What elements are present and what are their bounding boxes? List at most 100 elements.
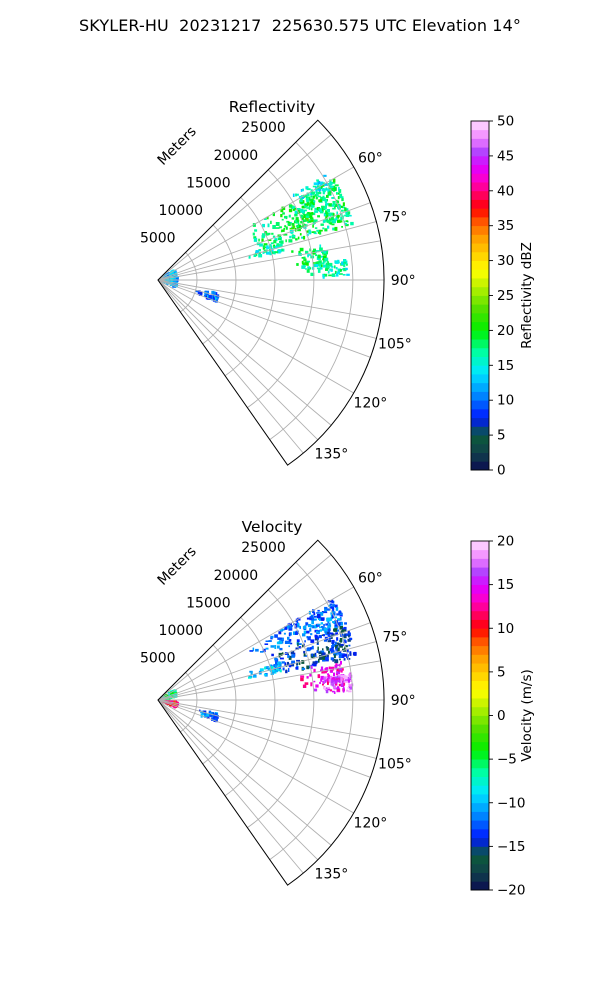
echo-gate bbox=[327, 674, 331, 677]
azimuth-spoke bbox=[157, 221, 377, 281]
azimuth-tick-label: 60° bbox=[358, 150, 383, 166]
colorbar-segment bbox=[471, 567, 489, 577]
echo-gate bbox=[297, 642, 299, 647]
colorbar-segment bbox=[471, 365, 489, 375]
echo-gate bbox=[322, 227, 325, 230]
echo-gate bbox=[266, 216, 269, 220]
echo-gate bbox=[294, 213, 298, 217]
echo-gate bbox=[326, 213, 329, 217]
echo-gate bbox=[318, 635, 322, 639]
echo-gate bbox=[322, 219, 326, 223]
echo-gate bbox=[343, 640, 347, 644]
echo-gate bbox=[311, 617, 315, 621]
echo-gate bbox=[287, 223, 291, 226]
echo-gate bbox=[336, 650, 340, 654]
echo-gate bbox=[340, 205, 343, 208]
echo-gate bbox=[322, 655, 327, 658]
echo-gate bbox=[345, 213, 350, 217]
echo-gate bbox=[328, 218, 331, 221]
echo-gate bbox=[325, 646, 328, 649]
echo-gate bbox=[325, 215, 328, 220]
echo-gate bbox=[332, 218, 336, 222]
echo-gate bbox=[294, 210, 298, 215]
echo-gate bbox=[313, 663, 317, 667]
echo-gate bbox=[214, 713, 218, 717]
echo-gate bbox=[323, 623, 325, 627]
echo-gate bbox=[318, 651, 322, 655]
echo-gate bbox=[261, 233, 266, 238]
echo-gate bbox=[319, 229, 323, 232]
colorbar-segment bbox=[471, 610, 489, 620]
echo-gate bbox=[337, 664, 341, 667]
echo-gate bbox=[333, 628, 338, 632]
echo-gate bbox=[320, 678, 323, 682]
echo-gate bbox=[277, 645, 280, 649]
azimuth-spoke bbox=[157, 279, 304, 454]
colorbar-segment bbox=[471, 837, 489, 847]
echo-gate bbox=[303, 653, 306, 657]
echo-gate bbox=[334, 260, 337, 264]
echo-gate bbox=[325, 676, 328, 679]
echo-gate bbox=[350, 221, 354, 226]
echo-gate bbox=[326, 219, 330, 223]
echo-gate bbox=[346, 689, 349, 692]
echo-gate bbox=[296, 225, 299, 228]
echo-gate bbox=[334, 641, 337, 645]
echo-gate bbox=[337, 675, 342, 678]
echo-gate bbox=[322, 197, 326, 202]
echo-gate bbox=[346, 273, 350, 276]
echo-gate bbox=[334, 270, 337, 275]
echo-gate bbox=[301, 260, 304, 265]
colorbar-segment bbox=[471, 182, 489, 192]
echo-gate bbox=[303, 256, 306, 261]
echo-gate bbox=[311, 204, 313, 209]
echo-gate bbox=[331, 611, 335, 614]
echo-gate bbox=[212, 715, 216, 719]
echo-gate bbox=[278, 640, 283, 645]
echo-gate bbox=[277, 238, 282, 240]
echo-gate bbox=[301, 644, 304, 648]
colorbar-segment bbox=[471, 356, 489, 366]
echo-gate bbox=[347, 630, 350, 633]
radial-tick-label: 25000 bbox=[241, 120, 286, 136]
echo-gate bbox=[283, 632, 286, 635]
radial-tick-label: 5000 bbox=[140, 650, 176, 666]
echo-gate bbox=[335, 632, 338, 636]
echo-gate bbox=[344, 622, 347, 625]
echo-gate bbox=[306, 188, 311, 191]
echo-gate bbox=[330, 185, 334, 188]
echo-gate bbox=[292, 225, 296, 228]
echo-gate bbox=[271, 671, 275, 674]
echo-gate bbox=[313, 688, 318, 692]
echo-gate bbox=[300, 675, 305, 678]
echo-gate bbox=[312, 205, 315, 208]
radial-axis-label: Meters bbox=[155, 544, 200, 589]
echo-gate bbox=[343, 264, 346, 267]
echo-gate bbox=[278, 631, 282, 635]
echo-gate bbox=[306, 676, 309, 679]
azimuth-tick-label: 90° bbox=[391, 273, 416, 289]
echo-gate bbox=[295, 222, 299, 224]
echo-gate bbox=[327, 270, 330, 274]
echo-gate bbox=[303, 625, 307, 628]
echo-gate bbox=[175, 701, 178, 704]
echo-gate bbox=[201, 712, 206, 714]
echo-gate bbox=[348, 634, 350, 638]
echo-gate bbox=[328, 650, 331, 654]
echo-gate bbox=[288, 204, 293, 208]
azimuth-spoke bbox=[157, 699, 304, 874]
echo-gate bbox=[304, 224, 307, 227]
echo-gate bbox=[348, 673, 351, 677]
colorbar-segment bbox=[471, 260, 489, 270]
echo-gate bbox=[274, 238, 278, 242]
echo-gate bbox=[286, 220, 290, 223]
echo-gate bbox=[334, 203, 339, 207]
echo-gate bbox=[314, 652, 317, 657]
echo-gate bbox=[323, 634, 325, 637]
echo-gate bbox=[282, 212, 285, 215]
echo-gate bbox=[314, 655, 317, 657]
echo-gate bbox=[322, 275, 325, 279]
colorbar-tick-label: 20 bbox=[497, 534, 514, 550]
echo-gate bbox=[195, 290, 200, 293]
echo-gate bbox=[285, 226, 288, 230]
